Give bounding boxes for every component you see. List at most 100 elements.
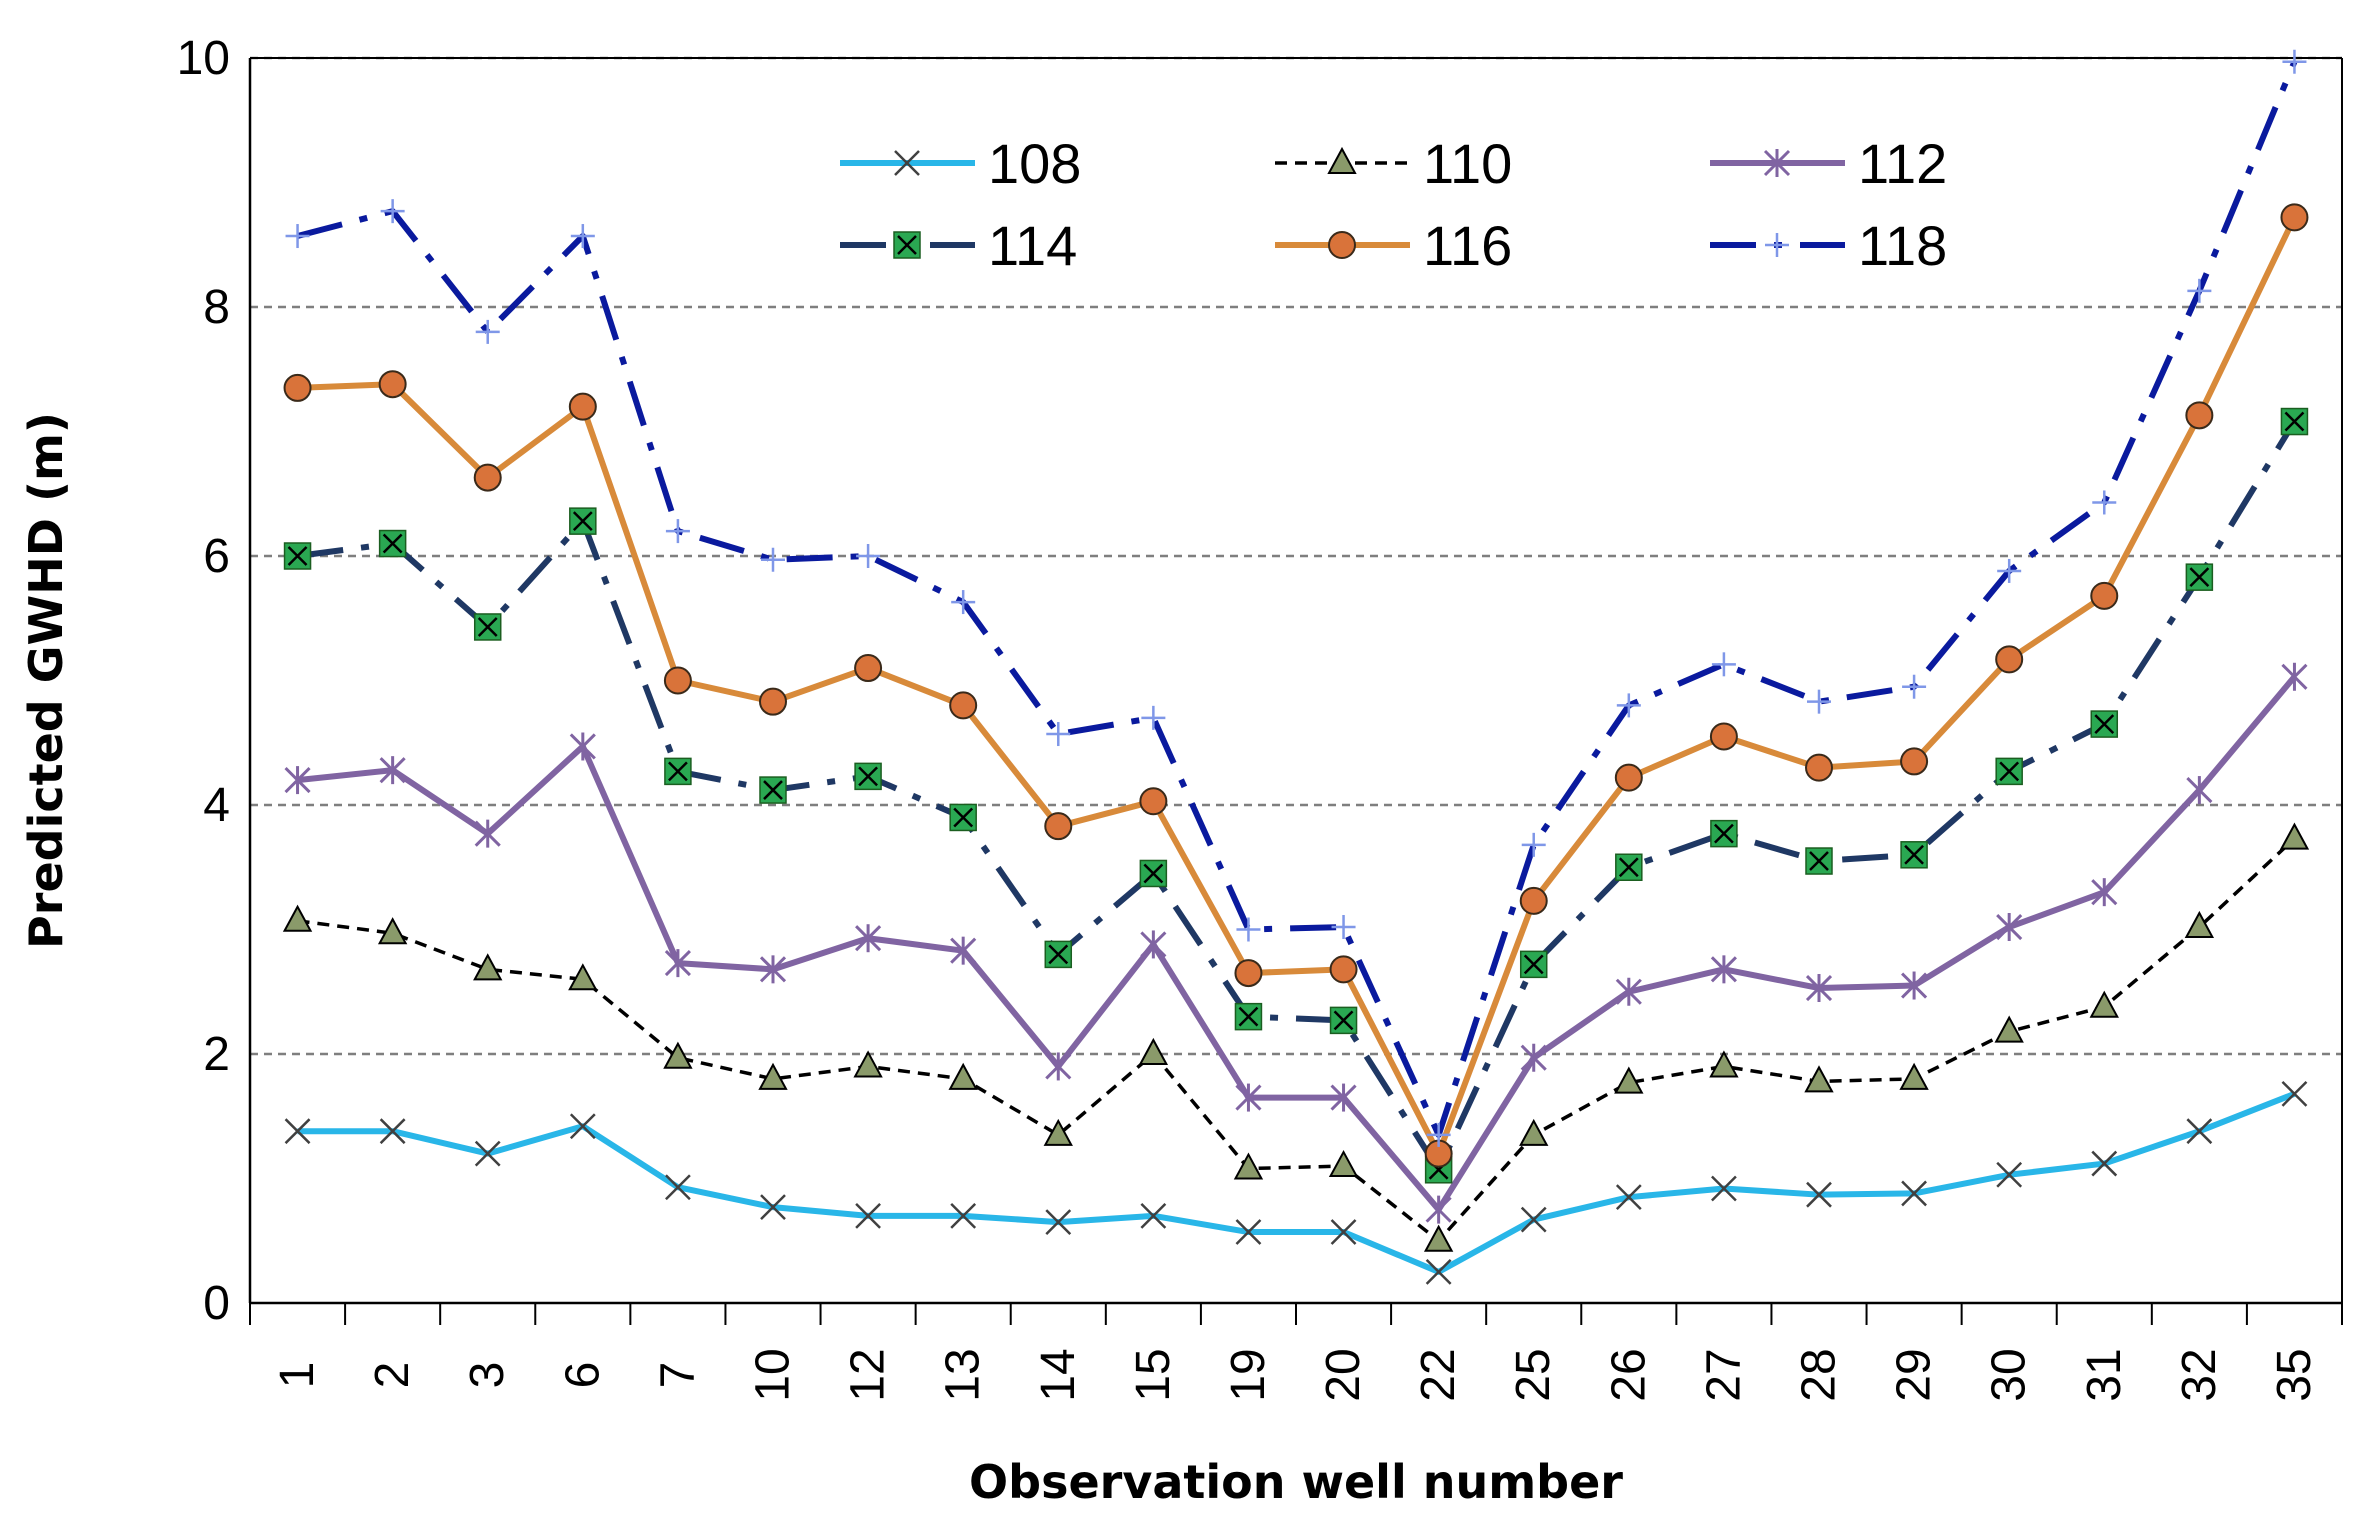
point-108-2-b: [379, 1118, 406, 1145]
y-tick-label-0: 0: [203, 1277, 230, 1330]
legend-label-108: 108: [988, 132, 1081, 195]
point-108-35-b: [2281, 1080, 2308, 1107]
point-108-15: [1140, 1202, 1167, 1229]
point-112-6: [569, 732, 596, 761]
point-118-22: [1426, 1122, 1451, 1147]
point-114-32: [2185, 563, 2214, 591]
point-112-27: [1710, 955, 1737, 984]
point-118-14: [1046, 722, 1071, 747]
point-116-32: [2185, 401, 2214, 430]
point-116-31: [2090, 581, 2119, 610]
point-118-12: [856, 544, 881, 568]
point-114-10-b: [763, 780, 783, 800]
point-112-20: [1330, 1083, 1357, 1112]
point-112-25: [1520, 1043, 1547, 1072]
point-108-30: [1996, 1161, 2023, 1188]
series-line-108: [297, 1091, 2296, 1275]
point-108-27: [1711, 1175, 1737, 1202]
y-tick-label-10: 10: [177, 32, 230, 85]
x-tick-label-10: 10: [747, 1348, 800, 1401]
point-114-28-b: [1809, 851, 1829, 871]
point-110-32: [2184, 910, 2215, 939]
point-108-29: [1901, 1180, 1927, 1207]
point-114-3: [473, 613, 502, 641]
point-118-29: [1902, 674, 1927, 699]
x-tick-label-31: 31: [2078, 1348, 2131, 1401]
point-108-10-b: [760, 1194, 786, 1221]
point-108-3-b: [474, 1140, 501, 1167]
point-108-35: [2281, 1080, 2308, 1107]
point-112-30: [1996, 913, 2023, 942]
point-116-7: [663, 666, 692, 695]
point-108-22: [1425, 1258, 1452, 1285]
point-114-7: [664, 757, 692, 786]
point-108-10: [760, 1194, 786, 1221]
legend-item-114: 114: [840, 214, 1077, 277]
point-118-28: [1807, 689, 1831, 714]
point-114-28: [1805, 847, 1833, 875]
point-114-27: [1710, 819, 1738, 848]
point-108-32: [2186, 1118, 2213, 1145]
point-116-19: [1234, 959, 1263, 988]
point-118-13: [951, 590, 976, 615]
point-114-3-b: [477, 617, 498, 637]
point-112-2: [379, 756, 406, 785]
point-114-2: [378, 529, 407, 558]
legend-label-112: 112: [1858, 132, 1947, 195]
point-114-26-b: [1618, 857, 1639, 878]
point-114-2-b: [382, 533, 403, 554]
series-line-112: [297, 674, 2297, 1213]
point-114-27-b: [1714, 823, 1734, 844]
point-110-15: [1138, 1037, 1169, 1065]
point-108-28: [1806, 1181, 1832, 1208]
point-118-10: [761, 547, 785, 572]
point-112-26: [1615, 977, 1642, 1006]
point-114-1: [283, 542, 312, 570]
point-110-1: [282, 904, 313, 932]
point-116-27: [1709, 722, 1738, 751]
point-114-35-b: [2284, 411, 2305, 432]
point-108-1-b: [284, 1118, 311, 1145]
point-110-28: [1804, 1065, 1834, 1093]
legend-item-112: 112: [1710, 132, 1947, 195]
point-114-13: [949, 803, 977, 832]
x-tick-label-25: 25: [1507, 1348, 1560, 1401]
point-112-28: [1805, 974, 1833, 1003]
point-112-35: [2281, 662, 2308, 691]
legend: 108 110 112 114 116 118: [840, 132, 1947, 277]
point-108-22-b: [1425, 1258, 1452, 1285]
gridlines: [250, 56, 2342, 1056]
point-110-14: [1043, 1118, 1073, 1146]
point-118-30: [1997, 558, 2022, 583]
point-114-25: [1519, 950, 1548, 979]
legend-marker-112: [1763, 149, 1791, 177]
series-112: [284, 662, 2308, 1224]
y-tick-label-4: 4: [203, 779, 230, 832]
point-108-30-b: [1996, 1161, 2023, 1188]
x-tick-label-6: 6: [556, 1362, 609, 1389]
point-108-25-b: [1520, 1206, 1547, 1233]
point-114-25-b: [1523, 954, 1544, 975]
point-114-15: [1139, 859, 1168, 888]
x-tick-label-22: 22: [1412, 1348, 1465, 1401]
point-108-7-b: [665, 1174, 691, 1201]
legend-marker-114: [893, 231, 921, 259]
point-108-3: [474, 1140, 501, 1167]
x-tick-label-13: 13: [937, 1348, 990, 1401]
point-112-3: [474, 819, 501, 848]
point-114-7-b: [668, 761, 688, 782]
point-116-13: [949, 691, 978, 720]
point-108-26-b: [1615, 1184, 1642, 1211]
legend-item-110: 110: [1275, 132, 1512, 195]
point-118-35: [2282, 49, 2307, 74]
point-116-12: [854, 654, 883, 683]
point-108-2: [379, 1118, 406, 1145]
y-tick-label-8: 8: [203, 281, 230, 334]
point-116-20: [1329, 955, 1358, 984]
point-116-25: [1519, 886, 1548, 915]
point-112-15: [1140, 930, 1167, 959]
point-118-7: [665, 519, 690, 544]
point-108-15-b: [1140, 1202, 1167, 1229]
point-114-29-b: [1904, 844, 1924, 865]
point-116-3: [473, 463, 502, 492]
